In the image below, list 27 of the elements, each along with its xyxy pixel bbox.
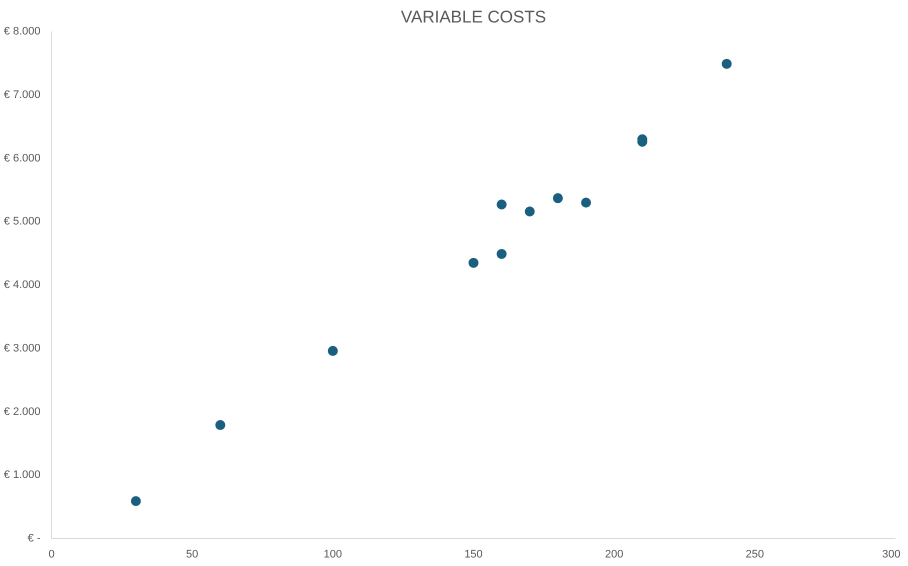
- x-tick-label: 0: [48, 548, 55, 560]
- y-tick-label: € 6.000: [4, 152, 40, 164]
- x-tick-label: 300: [882, 548, 901, 560]
- x-tick-label: 250: [746, 548, 764, 560]
- point: [130, 496, 141, 506]
- y-tick-label: € -: [28, 532, 41, 544]
- point: [215, 420, 226, 430]
- chart-title: VARIABLE COSTS: [400, 8, 546, 26]
- point: [496, 248, 507, 259]
- y-tick-label: € 7.000: [4, 88, 40, 101]
- x-tick-label: 150: [464, 548, 483, 560]
- y-tick-label: € 3.000: [4, 342, 40, 354]
- x-tick-label: 200: [604, 548, 624, 560]
- x-tick-label: 50: [186, 548, 198, 560]
- point: [722, 58, 732, 69]
- point: [328, 346, 338, 356]
- point: [468, 258, 478, 268]
- y-tick-label: € 4.000: [4, 279, 40, 291]
- y-tick-label: € 2.000: [4, 406, 40, 418]
- point: [524, 206, 535, 216]
- point: [552, 193, 563, 204]
- y-tick-label: € 8.000: [4, 26, 40, 38]
- x-tick-label: 100: [324, 548, 342, 560]
- y-tick-label: € 1.000: [4, 469, 40, 482]
- y-tick-label: € 5.000: [4, 216, 40, 228]
- point: [581, 198, 592, 208]
- point: [496, 200, 507, 210]
